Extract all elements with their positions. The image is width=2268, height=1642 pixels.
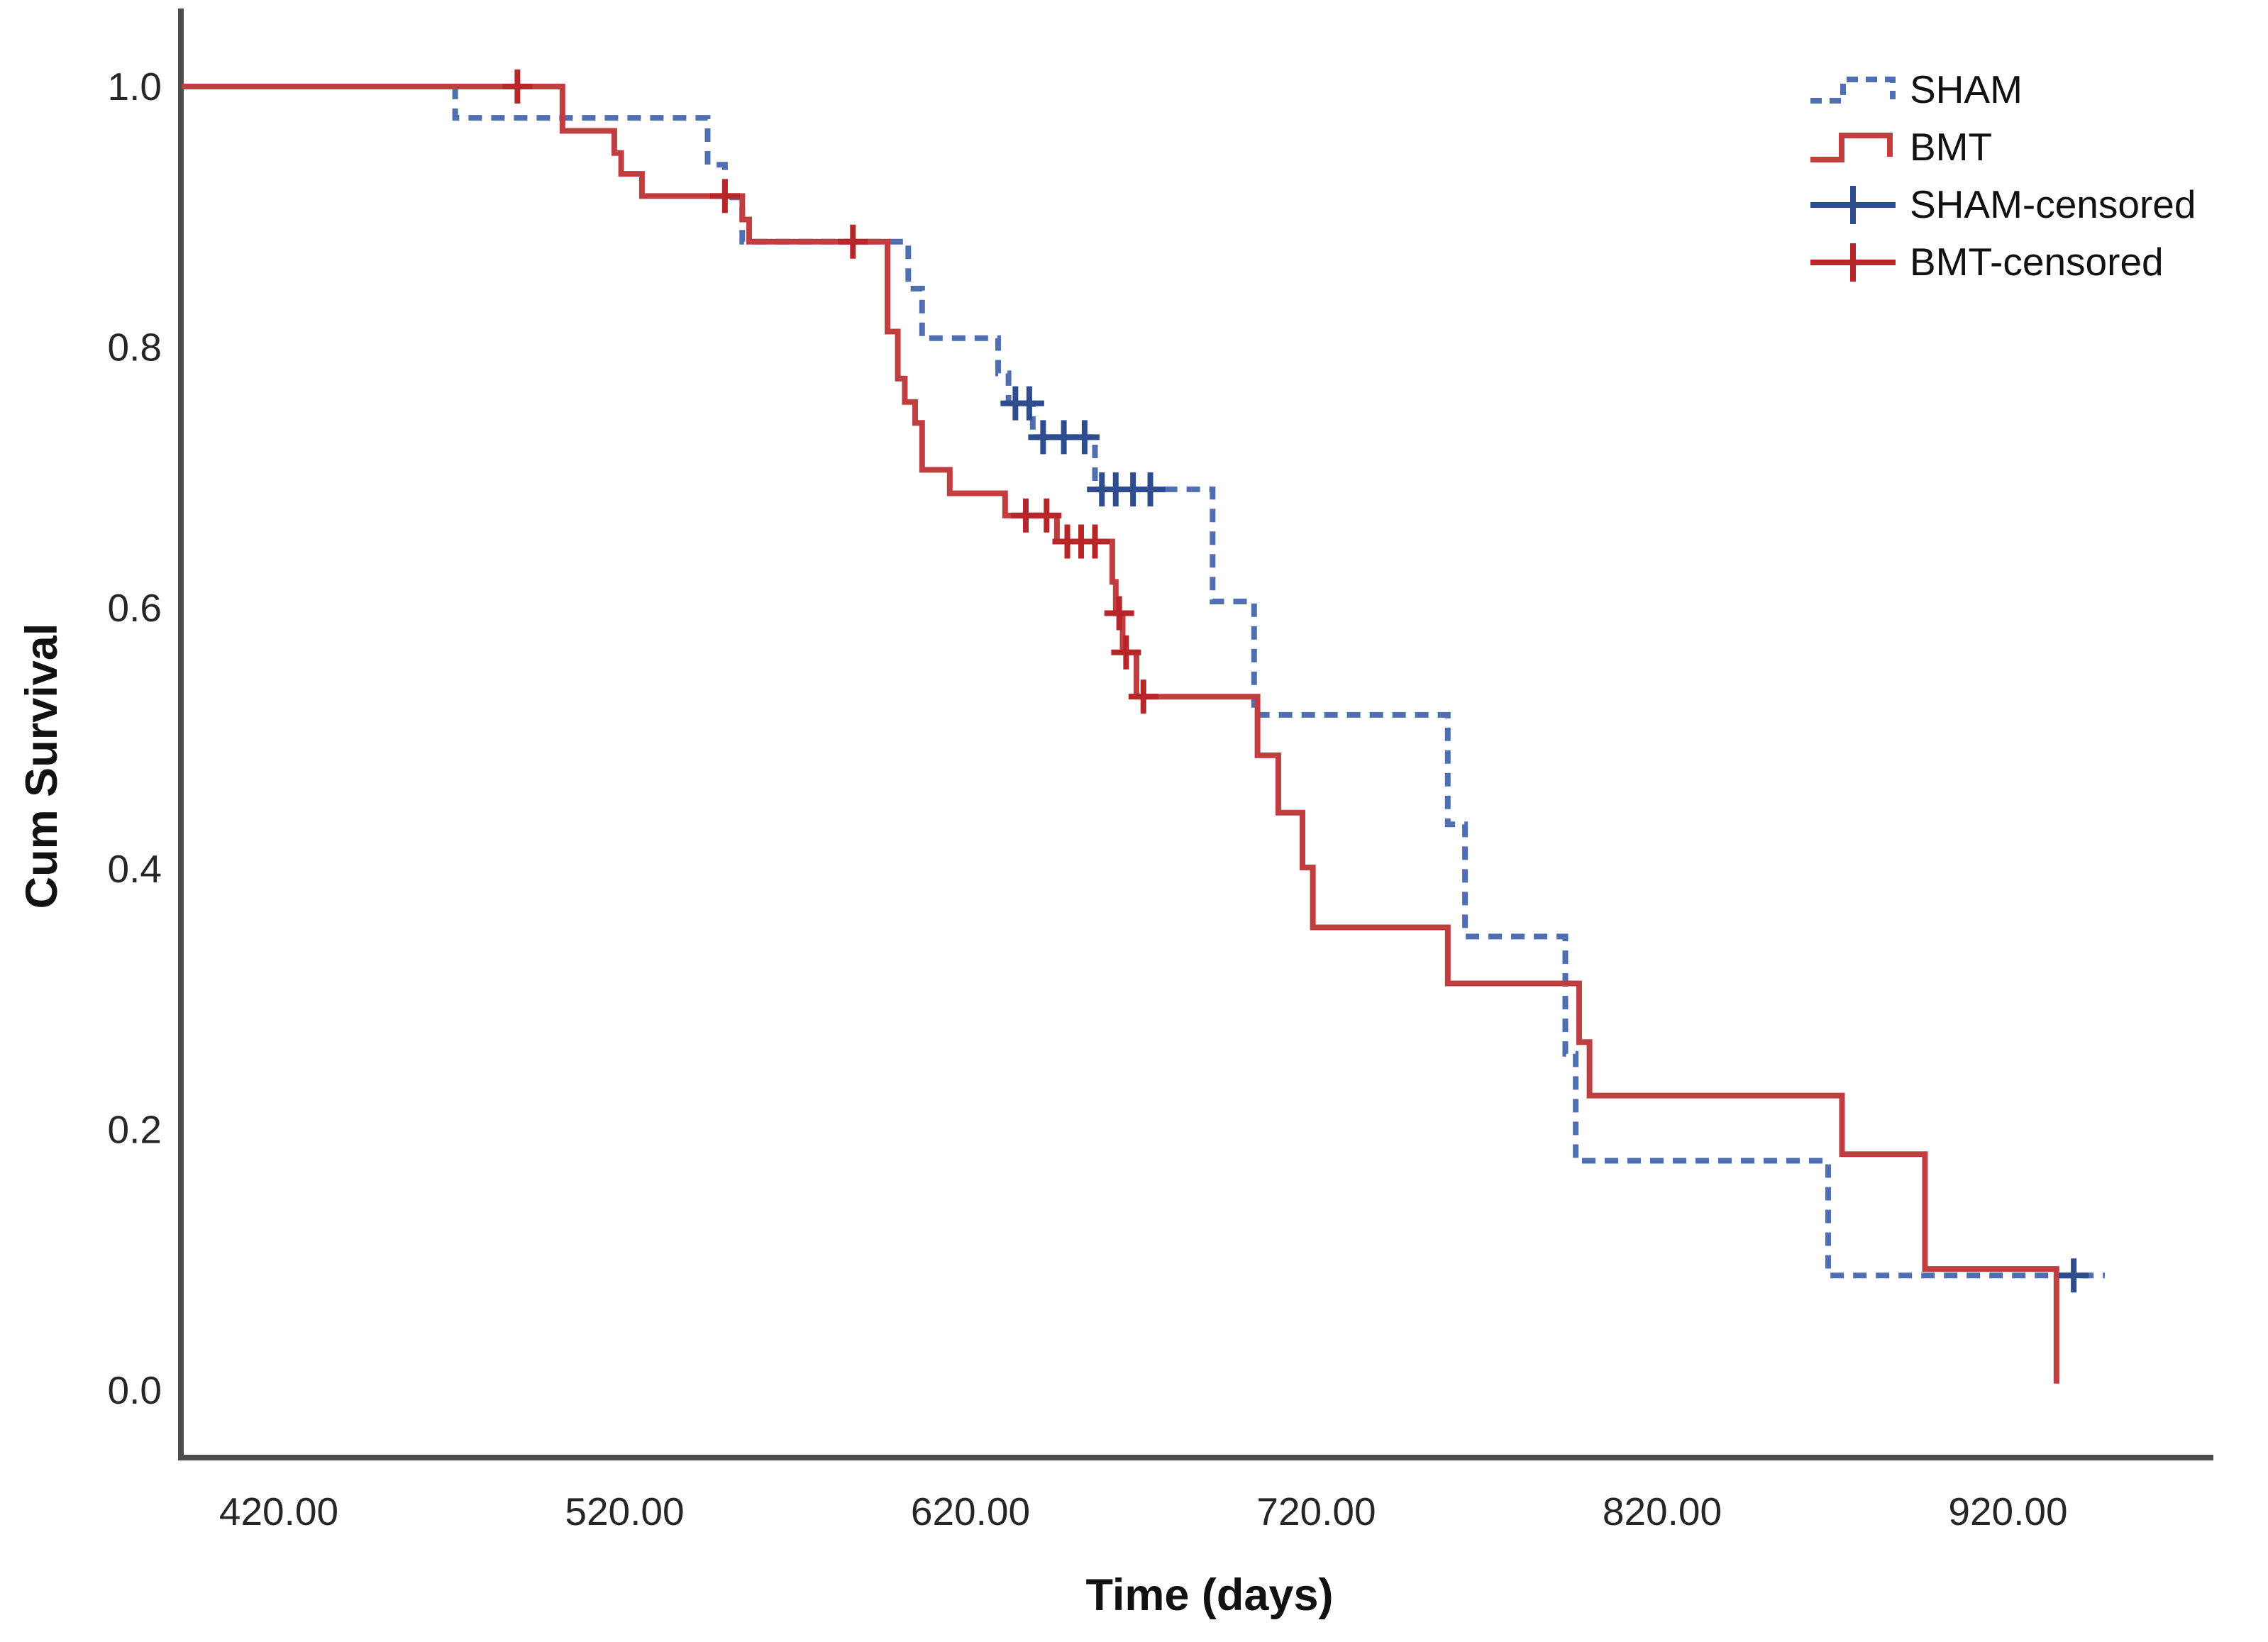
y-tick-label: 0.8 — [108, 326, 162, 370]
y-tick-label: 0.6 — [108, 586, 162, 630]
legend: SHAM BMT SHAM-censored BMT-censored — [1808, 61, 2196, 291]
x-tick-label: 420.00 — [219, 1490, 338, 1533]
x-axis-tick-labels: 420.00 520.00 620.00 720.00 820.00 920.00 — [219, 1490, 2068, 1533]
legend-item-bmt-censored: BMT-censored — [1808, 233, 2196, 291]
sham-censored-markers — [1000, 386, 2089, 1293]
bmt-curve — [182, 84, 2059, 1384]
legend-label-sham-censored: SHAM-censored — [1910, 182, 2196, 226]
y-axis-tick-labels: 1.0 0.8 0.6 0.4 0.2 0.0 — [108, 65, 162, 1412]
x-tick-label: 820.00 — [1603, 1490, 1722, 1533]
x-tick-label: 520.00 — [565, 1490, 684, 1533]
x-axis-title: Time (days) — [1086, 1570, 1334, 1620]
y-tick-label: 1.0 — [108, 65, 162, 109]
legend-item-bmt: BMT — [1808, 118, 2196, 176]
legend-label-bmt-censored: BMT-censored — [1910, 240, 2164, 284]
x-tick-label: 920.00 — [1948, 1490, 2067, 1533]
bmt-censored-markers — [502, 70, 1158, 714]
sham-line-swatch-icon — [1810, 76, 1896, 104]
legend-item-sham: SHAM — [1808, 61, 2196, 118]
y-tick-label: 0.4 — [108, 847, 162, 891]
bmt-censored-plus-icon — [1810, 243, 1896, 282]
y-axis-title: Cum Survival — [17, 623, 67, 909]
legend-item-sham-censored: SHAM-censored — [1808, 176, 2196, 233]
legend-label-sham: SHAM — [1910, 67, 2023, 111]
y-tick-label: 0.2 — [108, 1107, 162, 1151]
x-tick-label: 620.00 — [911, 1490, 1030, 1533]
x-tick-label: 720.00 — [1256, 1490, 1376, 1533]
bmt-line-swatch-icon — [1810, 132, 1893, 162]
sham-censored-plus-icon — [1810, 185, 1896, 224]
censored-markers — [502, 70, 2089, 1293]
legend-label-bmt: BMT — [1910, 125, 1993, 169]
y-tick-label: 0.0 — [108, 1368, 162, 1412]
